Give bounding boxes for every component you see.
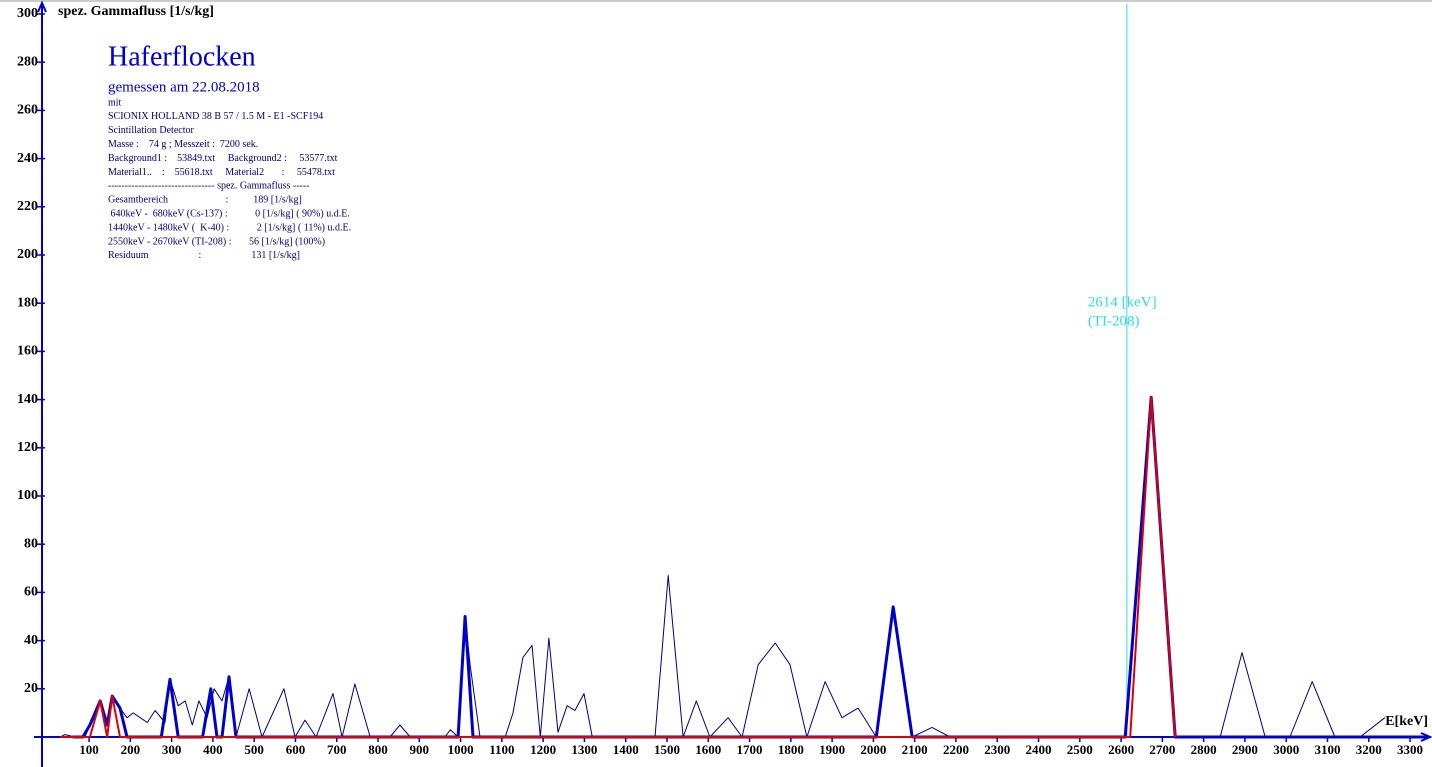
x-tick-label: 2000 <box>860 742 886 757</box>
x-tick-label: 1100 <box>489 742 514 757</box>
x-tick-label: 2500 <box>1067 742 1093 757</box>
x-tick-label: 1700 <box>737 742 763 757</box>
x-tick-label: 1800 <box>778 742 804 757</box>
x-tick-label: 2800 <box>1191 742 1217 757</box>
y-tick-label: 200 <box>17 247 38 262</box>
y-tick-label: 120 <box>17 440 38 455</box>
x-tick-label: 1600 <box>695 742 721 757</box>
y-tick-label: 80 <box>24 536 38 551</box>
y-axis-label: spez. Gammafluss [1/s/kg] <box>58 4 214 19</box>
spectrum-line <box>59 396 1386 738</box>
x-tick-label: 1300 <box>571 742 597 757</box>
x-tick-label: 3100 <box>1314 742 1340 757</box>
info-line: Background1 : 53849.txt Background2 : 53… <box>108 153 338 164</box>
x-tick-label: 3000 <box>1273 742 1299 757</box>
x-tick-label: 2700 <box>1149 742 1175 757</box>
x-tick-label: 1000 <box>448 742 474 757</box>
x-tick-label: 900 <box>410 742 430 757</box>
chart-title: Haferflocken <box>108 41 256 72</box>
x-tick-label: 300 <box>162 742 182 757</box>
info-line: 640keV - 680keV (Cs-137) : 0 [1/s/kg] ( … <box>108 208 350 219</box>
spectrum-line <box>72 395 1427 739</box>
y-tick-label: 220 <box>17 199 38 214</box>
y-axis-arrow <box>37 0 47 13</box>
x-tick-label: 2600 <box>1108 742 1134 757</box>
y-tick-label: 240 <box>17 151 38 166</box>
x-tick-label: 3300 <box>1397 742 1423 757</box>
x-tick-label: 1900 <box>819 742 845 757</box>
x-axis-label: E[keV] <box>1385 714 1428 729</box>
info-line: Residuum : 131 [1/s/kg] <box>108 250 300 261</box>
x-tick-label: 400 <box>203 742 223 757</box>
marker-label: (TI-208) <box>1088 313 1140 329</box>
info-line: Masse : 74 g ; Messzeit : 7200 sek. <box>108 139 258 150</box>
info-line: 1440keV - 1480keV ( K-40) : 2 [1/s/kg] (… <box>108 222 351 233</box>
y-tick-label: 140 <box>17 392 38 407</box>
info-line: -------------------------------- spez. G… <box>108 181 310 192</box>
x-tick-label: 100 <box>79 742 99 757</box>
info-line: Material1.. : 55618.txt Material2 : 5547… <box>108 167 335 178</box>
x-tick-label: 1400 <box>613 742 639 757</box>
y-tick-label: 260 <box>17 103 38 118</box>
x-tick-label: 1200 <box>530 742 556 757</box>
x-tick-label: 1500 <box>654 742 680 757</box>
info-line: Scintillation Detector <box>108 125 194 136</box>
x-tick-label: 2400 <box>1026 742 1052 757</box>
x-tick-label: 600 <box>286 742 306 757</box>
y-tick-label: 300 <box>17 6 38 21</box>
x-tick-label: 800 <box>368 742 388 757</box>
chart-subtitle: gemessen am 22.08.2018 <box>108 79 260 95</box>
x-tick-label: 500 <box>244 742 264 757</box>
x-tick-label: 2100 <box>902 742 928 757</box>
y-tick-label: 40 <box>24 633 38 648</box>
info-line: 2550keV - 2670keV (TI-208) : 56 [1/s/kg]… <box>108 236 325 247</box>
x-tick-label: 700 <box>327 742 347 757</box>
x-tick-label: 2900 <box>1232 742 1258 757</box>
y-tick-label: 100 <box>17 488 38 503</box>
y-tick-label: 60 <box>24 585 38 600</box>
info-line: mit <box>108 97 122 108</box>
x-tick-label: 2200 <box>943 742 969 757</box>
info-line: Gesamtbereich : 189 [1/s/kg] <box>108 195 302 206</box>
y-tick-label: 20 <box>24 681 38 696</box>
x-axis-arrow <box>1420 732 1432 742</box>
y-tick-label: 280 <box>17 54 38 69</box>
info-line: SCIONIX HOLLAND 38 B 57 / 1.5 M - E1 -SC… <box>108 111 323 122</box>
x-tick-label: 3200 <box>1356 742 1382 757</box>
x-tick-label: 2300 <box>984 742 1010 757</box>
marker-label: 2614 [keV] <box>1088 294 1157 310</box>
y-tick-label: 160 <box>17 344 38 359</box>
x-tick-label: 200 <box>121 742 141 757</box>
spectrum-line <box>60 396 1177 738</box>
y-tick-label: 180 <box>17 295 38 310</box>
